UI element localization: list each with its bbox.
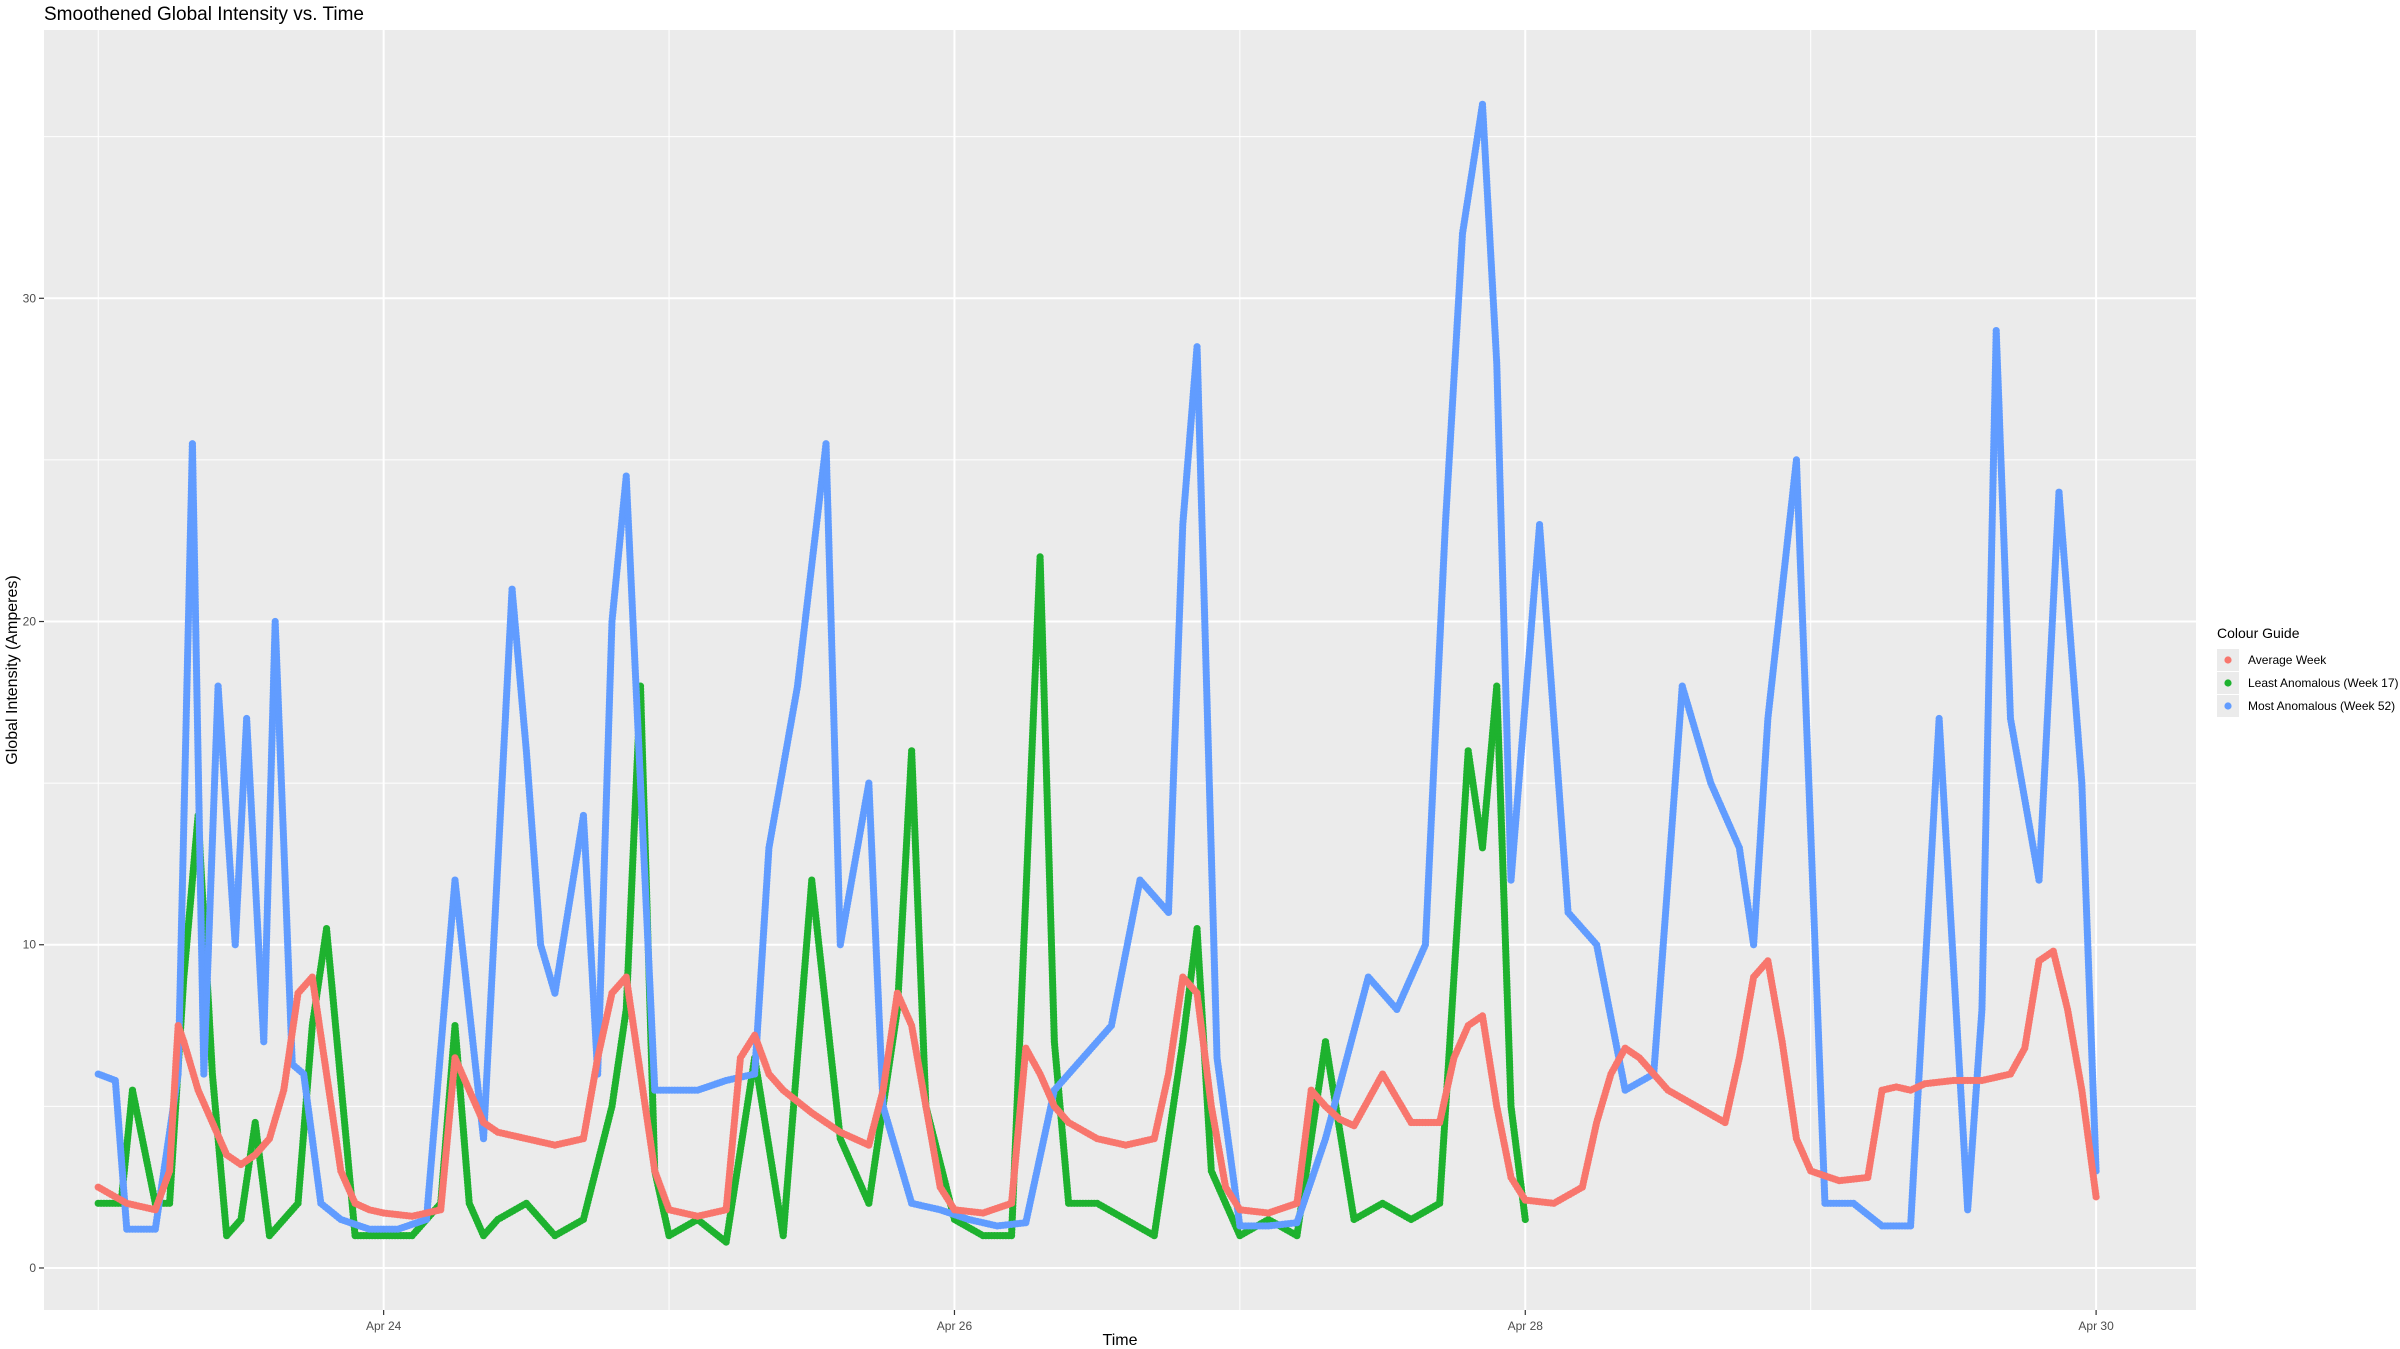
minor-gridlines (44, 30, 2196, 1310)
major-gridlines (44, 30, 2196, 1310)
plot-panel (44, 30, 2196, 1310)
data-points (94, 100, 2100, 1246)
data-point (1521, 1215, 1529, 1224)
chart-title: Smoothened Global Intensity vs. Time (44, 4, 364, 25)
